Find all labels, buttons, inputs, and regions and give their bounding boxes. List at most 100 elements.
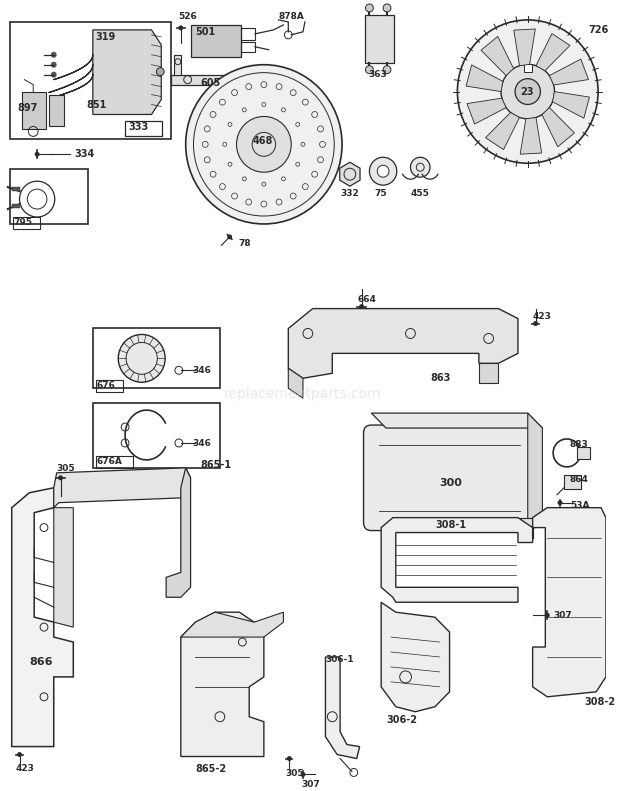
Polygon shape	[166, 467, 190, 597]
Circle shape	[557, 500, 562, 505]
Circle shape	[410, 157, 430, 177]
Polygon shape	[12, 488, 73, 747]
Polygon shape	[288, 308, 518, 378]
Bar	[125, 122, 162, 136]
Circle shape	[515, 78, 541, 104]
Circle shape	[533, 321, 538, 326]
Polygon shape	[466, 65, 503, 92]
Circle shape	[51, 62, 56, 68]
Circle shape	[17, 752, 22, 757]
Polygon shape	[54, 508, 73, 627]
Text: 851: 851	[86, 100, 107, 109]
FancyBboxPatch shape	[363, 425, 536, 531]
Bar	[241, 42, 255, 51]
Text: 23: 23	[520, 86, 533, 97]
Polygon shape	[381, 602, 450, 712]
Bar	[95, 456, 133, 467]
Text: 346: 346	[193, 366, 211, 375]
Text: 883: 883	[570, 440, 588, 449]
Text: 676: 676	[97, 381, 115, 390]
Polygon shape	[528, 413, 542, 523]
Text: 864: 864	[570, 475, 588, 484]
Text: 863: 863	[430, 373, 450, 384]
Text: 308-1: 308-1	[435, 520, 466, 530]
Circle shape	[51, 51, 56, 58]
Bar	[12, 204, 20, 208]
Text: 307: 307	[301, 781, 320, 789]
Polygon shape	[171, 74, 264, 85]
Text: 865-2: 865-2	[195, 764, 226, 774]
Text: 307: 307	[553, 611, 572, 620]
Text: 78: 78	[239, 239, 251, 248]
Text: 795: 795	[14, 218, 33, 227]
Polygon shape	[514, 29, 535, 66]
Text: 333: 333	[128, 123, 148, 132]
Text: 866: 866	[29, 657, 53, 667]
Bar	[365, 15, 394, 62]
Text: 501: 501	[195, 27, 216, 37]
Text: 305: 305	[56, 464, 75, 473]
Text: replacementparts.com: replacementparts.com	[224, 387, 382, 401]
Circle shape	[301, 772, 306, 777]
Circle shape	[359, 304, 364, 309]
Text: 75: 75	[374, 189, 387, 198]
Polygon shape	[520, 118, 542, 154]
Circle shape	[287, 756, 292, 761]
Text: 664: 664	[358, 295, 376, 304]
Circle shape	[501, 64, 554, 119]
Text: 306-1: 306-1	[326, 655, 354, 664]
Text: 300: 300	[440, 478, 463, 488]
Bar	[10, 169, 88, 224]
Polygon shape	[542, 108, 575, 147]
Circle shape	[58, 475, 63, 480]
Text: 423: 423	[533, 312, 552, 320]
Text: 726: 726	[588, 25, 609, 35]
Bar	[10, 22, 171, 139]
Text: 319: 319	[95, 32, 116, 42]
Text: 363: 363	[368, 70, 388, 78]
Bar	[241, 28, 255, 40]
Polygon shape	[485, 112, 520, 149]
Bar	[524, 64, 532, 72]
Bar	[564, 475, 582, 489]
Polygon shape	[54, 467, 190, 508]
Bar	[12, 187, 20, 191]
Bar	[190, 25, 241, 57]
Polygon shape	[371, 413, 542, 428]
Text: 468: 468	[252, 136, 273, 146]
Text: 53A: 53A	[571, 501, 590, 509]
Bar	[577, 447, 590, 459]
Text: 676A: 676A	[97, 457, 123, 466]
Polygon shape	[479, 363, 498, 384]
Text: 334: 334	[74, 149, 94, 159]
Circle shape	[383, 4, 391, 12]
Text: 897: 897	[17, 103, 38, 112]
Polygon shape	[533, 508, 606, 697]
Text: 308-2: 308-2	[585, 697, 616, 707]
Text: 332: 332	[340, 189, 359, 198]
Bar	[93, 403, 220, 467]
Polygon shape	[288, 369, 303, 398]
Polygon shape	[518, 517, 533, 538]
Circle shape	[366, 66, 373, 74]
Circle shape	[227, 234, 232, 240]
Circle shape	[156, 68, 164, 76]
Circle shape	[236, 116, 291, 172]
Bar	[93, 328, 220, 388]
Polygon shape	[549, 59, 588, 85]
Polygon shape	[181, 612, 264, 756]
Text: 306-2: 306-2	[386, 715, 417, 725]
Circle shape	[179, 25, 184, 30]
Polygon shape	[536, 33, 570, 70]
Text: 878A: 878A	[278, 12, 304, 21]
Circle shape	[51, 72, 56, 78]
Circle shape	[383, 66, 391, 74]
Bar	[12, 217, 40, 229]
Text: 605: 605	[200, 78, 221, 88]
Text: 455: 455	[410, 189, 429, 198]
Polygon shape	[481, 36, 513, 76]
Polygon shape	[174, 55, 181, 74]
Bar	[49, 95, 63, 127]
Bar	[22, 92, 46, 130]
Circle shape	[545, 613, 550, 618]
